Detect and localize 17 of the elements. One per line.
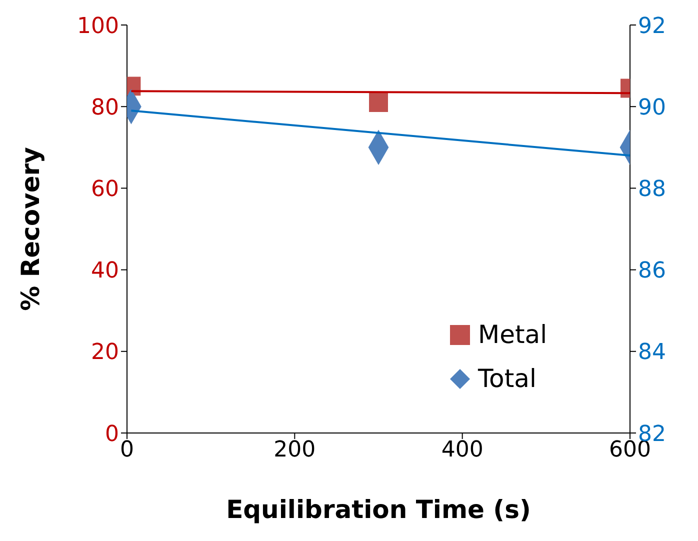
y-axis-title: % Recovery	[16, 147, 45, 311]
x-tick-label: 400	[441, 438, 484, 463]
y-tick-label: 20	[91, 340, 119, 366]
y-tick-label: 0	[105, 422, 119, 447]
y-tick-label: 100	[77, 14, 119, 39]
legend-label: Metal	[478, 319, 548, 351]
y2-tick-label: 84	[638, 340, 666, 366]
y2-tick-label: 92	[638, 14, 666, 39]
x-tick-label: 200	[274, 438, 316, 463]
x-axis-title: Equilibration Time (s)	[226, 495, 531, 524]
y2-tick-label: 88	[638, 177, 666, 202]
y2-tick-label: 90	[638, 95, 666, 120]
y2-tick-label: 86	[638, 258, 666, 284]
y-tick-label: 80	[91, 95, 119, 120]
y-tick-label: 40	[91, 258, 119, 284]
legend-label: Total	[478, 363, 536, 395]
y-tick-label: 60	[91, 177, 119, 202]
